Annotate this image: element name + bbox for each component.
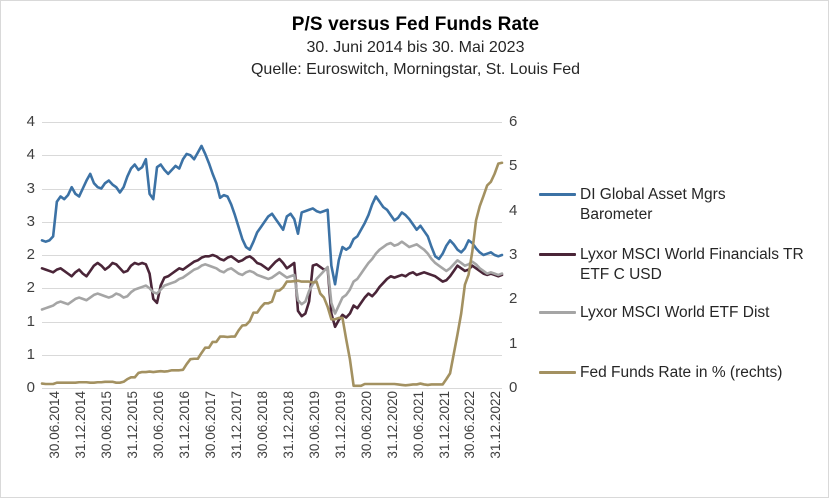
y-axis-left-tick-label: 3: [26, 179, 35, 197]
legend-color-swatch: [539, 253, 576, 256]
x-axis: 30.06.2014 31.12.2014 30.06.2015 31.12.2015…: [42, 391, 504, 491]
y-axis-right: 6 5 4 3 2 1 0: [509, 1, 539, 497]
x-axis-tick-label: 30.06.2017: [202, 391, 218, 459]
x-axis-tick-label: 31.12.2019: [332, 391, 348, 459]
y-axis-right-tick-label: 3: [509, 246, 518, 263]
y-axis-right-tick-label: 4: [509, 201, 518, 219]
y-axis-right-tick-label: 0: [509, 379, 518, 396]
x-axis-tick-label: 31.12.2018: [280, 391, 296, 459]
x-axis-tick-label: 30.06.2016: [150, 391, 166, 459]
x-axis-tick-label: 30.06.2021: [410, 391, 426, 459]
page-title: P/S versus Fed Funds Rate: [291, 14, 540, 35]
plot-area: [40, 122, 504, 389]
chart-title-block: P/S versus Fed Funds Rate 30. Juni 2014 …: [1, 13, 828, 81]
y-axis-left-tick-label: 4: [26, 146, 35, 164]
x-axis-tick-label: 30.06.2015: [98, 391, 114, 459]
x-axis-tick-label: 31.12.2015: [124, 391, 140, 459]
plot-svg: [40, 122, 504, 389]
x-axis-tick-label: 31.12.2014: [72, 391, 88, 459]
y-axis-left-tick-label: 1: [26, 312, 35, 330]
y-axis-left-tick-label: 4: [26, 113, 35, 130]
x-axis-tick-label: 30.06.2018: [254, 391, 270, 459]
x-axis-tick-label: 31.12.2022: [488, 391, 504, 459]
series-line-2: [40, 240, 504, 315]
x-axis-tick-label: 31.12.2017: [228, 391, 244, 459]
x-axis-tick-label: 30.06.2019: [306, 391, 322, 459]
legend-item[interactable]: Fed Funds Rate in % (rechts): [539, 363, 782, 383]
legend-item[interactable]: DI Global Asset Mgrs Barometer: [539, 185, 726, 224]
legend-color-swatch: [539, 193, 576, 196]
y-axis-left-tick-label: 0: [26, 379, 35, 396]
y-axis-left-tick-label: 2: [26, 246, 35, 263]
series-line-0: [40, 144, 504, 286]
series-line-1: [40, 253, 504, 329]
x-axis-tick-label: 31.12.2021: [436, 391, 452, 459]
y-axis-left: 4 4 3 3 2 2 1 1 0: [1, 1, 35, 497]
legend-item-label: Fed Funds Rate in % (rechts): [580, 364, 783, 381]
y-axis-left-tick-label: 2: [26, 279, 35, 297]
legend-item-label: Lyxor MSCI World ETF Dist: [580, 304, 770, 321]
y-axis-right-tick-label: 1: [509, 334, 518, 352]
series-lines: [40, 144, 504, 388]
y-axis-left-tick-label: 3: [26, 212, 35, 230]
legend-color-swatch: [539, 371, 576, 374]
legend-color-swatch: [539, 311, 576, 314]
legend-item-label: DI Global Asset Mgrs Barometer: [580, 186, 726, 223]
y-axis-right-tick-label: 6: [509, 113, 518, 130]
legend-item[interactable]: Lyxor MSCI World Financials TR ETF C USD: [539, 245, 804, 284]
y-axis-left-tick-label: 1: [26, 345, 35, 363]
series-line-3: [40, 161, 504, 388]
x-axis-tick-label: 30.06.2022: [462, 391, 478, 459]
legend-item-label: Lyxor MSCI World Financials TR ETF C USD: [580, 246, 804, 283]
x-axis-tick-label: 31.12.2016: [176, 391, 192, 459]
y-axis-right-tick-label: 5: [509, 157, 518, 175]
x-axis-tick-label: 31.12.2020: [384, 391, 400, 459]
y-axis-right-tick-label: 2: [509, 290, 518, 308]
gridlines: [42, 122, 502, 389]
chart-subtitle-source: Quelle: Euroswitch, Morningstar, St. Lou…: [250, 61, 581, 78]
chart-subtitle-period: 30. Juni 2014 bis 30. Mai 2023: [306, 39, 525, 56]
x-axis-tick-label: 30.06.2014: [47, 391, 62, 459]
x-axis-tick-label: 30.06.2020: [358, 391, 374, 459]
legend-item[interactable]: Lyxor MSCI World ETF Dist: [539, 303, 769, 323]
